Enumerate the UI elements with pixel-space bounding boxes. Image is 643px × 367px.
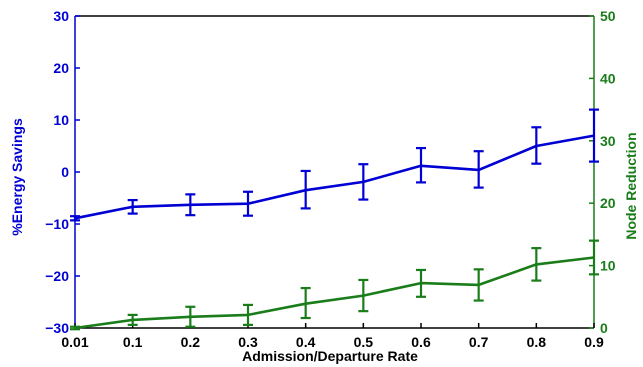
error-bar [416, 268, 426, 298]
right-tick-label: 10 [600, 258, 616, 274]
x-tick-label: 0.7 [469, 334, 489, 350]
right-y-axis-label: Node Reduction [623, 132, 639, 239]
x-tick-label: 0.1 [123, 334, 143, 350]
error-bar [531, 126, 542, 165]
right-y-axis: 50 40 30 20 10 0 [589, 8, 616, 336]
x-tick-label: 0.4 [296, 334, 316, 350]
left-y-axis: 30 20 10 0 −10 −20 −30 [45, 8, 80, 336]
left-tick-label: 0 [61, 164, 69, 180]
x-tick-label: 0.3 [238, 334, 258, 350]
x-axis-label: Admission/Departure Rate [242, 348, 418, 364]
left-tick-label: 30 [53, 8, 69, 24]
left-tick-label: −10 [45, 216, 69, 232]
error-bar [300, 286, 311, 320]
error-bar [300, 169, 311, 210]
x-tick-label: 0.5 [354, 334, 374, 350]
x-tick-label: 0.8 [527, 334, 547, 350]
left-tick-label: 10 [53, 112, 69, 128]
left-y-axis-label: %Energy Savings [9, 118, 25, 236]
right-tick-label: 0 [600, 320, 608, 336]
error-bar [416, 146, 426, 184]
left-tick-label: 20 [53, 60, 69, 76]
series-line [74, 256, 595, 330]
left-tick-label: −20 [45, 268, 69, 284]
x-tick-label: 0.6 [411, 334, 431, 350]
series-layer [70, 108, 599, 331]
right-tick-label: 30 [600, 133, 616, 149]
series-1 [70, 108, 599, 222]
series-2 [70, 239, 599, 331]
x-tick-label: 0.9 [584, 334, 604, 350]
plot-frame [75, 15, 594, 329]
right-tick-label: 50 [600, 8, 616, 24]
right-tick-label: 40 [600, 70, 616, 86]
x-axis: 0.01 0.1 0.2 0.3 0.4 0.5 0.6 0.7 0.8 0.9 [61, 323, 604, 350]
series-line [74, 134, 595, 220]
x-tick-label: 0.2 [181, 334, 201, 350]
left-tick-label: −30 [45, 320, 69, 336]
right-tick-label: 20 [600, 195, 616, 211]
x-tick-label: 0.01 [61, 334, 88, 350]
error-bar [473, 150, 484, 189]
